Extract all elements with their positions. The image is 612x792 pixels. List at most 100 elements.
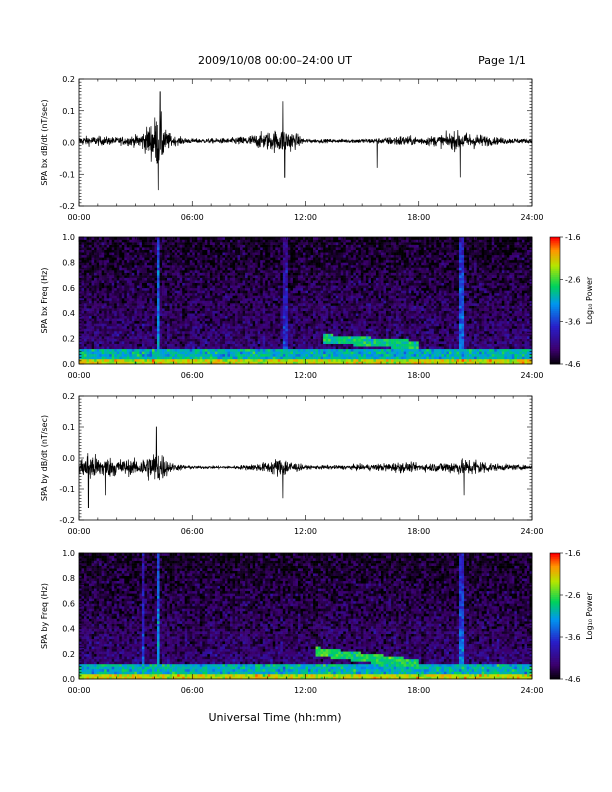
heatmap-cell [255, 316, 258, 319]
heatmap-cell [290, 255, 293, 258]
heatmap-cell [230, 293, 233, 296]
heatmap-cell [177, 257, 180, 260]
heatmap-cell [298, 237, 301, 240]
heatmap-cell [253, 298, 256, 301]
heatmap-cell [127, 255, 130, 258]
heatmap-cell [245, 283, 248, 286]
heatmap-cell [222, 273, 225, 276]
heatmap-cell [190, 346, 193, 349]
heatmap-cell [127, 273, 130, 276]
heatmap-cell [200, 257, 203, 260]
heatmap-cell [270, 262, 273, 265]
heatmap-cell [248, 240, 251, 243]
heatmap-cell [137, 318, 140, 321]
heatmap-cell [238, 341, 241, 344]
heatmap-cell [295, 237, 298, 240]
heatmap-cell [104, 351, 107, 354]
heatmap-cell [112, 346, 115, 349]
heatmap-cell [316, 308, 319, 311]
heatmap-cell [308, 308, 311, 311]
heatmap-cell [227, 247, 230, 250]
heatmap-cell [192, 237, 195, 240]
heatmap-cell [175, 341, 178, 344]
heatmap-cell [162, 288, 165, 291]
heatmap-cell [97, 318, 100, 321]
heatmap-cell [227, 288, 230, 291]
heatmap-cell [248, 346, 251, 349]
heatmap-cell [187, 331, 190, 334]
heatmap-cell [175, 255, 178, 258]
heatmap-cell [248, 288, 251, 291]
heatmap-cell [122, 285, 125, 288]
heatmap-cell [275, 351, 278, 354]
heatmap-cell [207, 283, 210, 286]
heatmap-cell [149, 240, 152, 243]
heatmap-cell [227, 326, 230, 329]
heatmap-cell [235, 247, 238, 250]
heatmap-cell [250, 349, 253, 352]
heatmap-cell [240, 323, 243, 326]
heatmap-cell [94, 267, 97, 270]
heatmap-cell [190, 295, 193, 298]
heatmap-cell [290, 273, 293, 276]
heatmap-cell [87, 288, 90, 291]
heatmap-cell [222, 313, 225, 316]
heatmap-cell [167, 336, 170, 339]
heatmap-cell [142, 280, 145, 283]
heatmap-cell [124, 250, 127, 253]
heatmap-cell [253, 336, 256, 339]
heatmap-cell [117, 336, 120, 339]
heatmap-cell [200, 349, 203, 352]
heatmap-cell [222, 240, 225, 243]
heatmap-cell [212, 295, 215, 298]
heatmap-cell [182, 351, 185, 354]
heatmap-cell [212, 278, 215, 281]
heatmap-cell [205, 273, 208, 276]
heatmap-cell [127, 318, 130, 321]
heatmap-cell [107, 267, 110, 270]
heatmap-cell [122, 270, 125, 273]
heatmap-cell [82, 262, 85, 265]
heatmap-cell [180, 344, 183, 347]
heatmap-cell [283, 328, 286, 331]
heatmap-cell [258, 257, 261, 260]
heatmap-cell [233, 339, 236, 342]
heatmap-cell [321, 359, 324, 362]
heatmap-cell [99, 295, 102, 298]
heatmap-cell [313, 306, 316, 309]
heatmap-cell [165, 301, 168, 304]
heatmap-cell [243, 280, 246, 283]
heatmap-cell [311, 336, 314, 339]
heatmap-cell [177, 237, 180, 240]
heatmap-cell [290, 359, 293, 362]
heatmap-cell [94, 349, 97, 352]
heatmap-cell [248, 344, 251, 347]
heatmap-cell [109, 318, 112, 321]
heatmap-cell [99, 285, 102, 288]
heatmap-cell [177, 245, 180, 248]
heatmap-cell [170, 301, 173, 304]
heatmap-cell [278, 334, 281, 337]
heatmap-cell [222, 308, 225, 311]
heatmap-cell [298, 298, 301, 301]
heatmap-cell [129, 334, 132, 337]
heatmap-cell [227, 351, 230, 354]
heatmap-cell [222, 356, 225, 359]
heatmap-cell [245, 301, 248, 304]
heatmap-cell [129, 245, 132, 248]
heatmap-cell [235, 316, 238, 319]
heatmap-cell [197, 318, 200, 321]
heatmap-cell [195, 240, 198, 243]
heatmap-cell [117, 252, 120, 255]
heatmap-cell [303, 245, 306, 248]
heatmap-cell [217, 311, 220, 314]
heatmap-cell [170, 331, 173, 334]
heatmap-cell [280, 278, 283, 281]
heatmap-cell [89, 316, 92, 319]
heatmap-cell [268, 306, 271, 309]
heatmap-cell [142, 283, 145, 286]
heatmap-cell [114, 349, 117, 352]
heatmap-cell [225, 339, 228, 342]
heatmap-cell [104, 331, 107, 334]
heatmap-cell [295, 326, 298, 329]
